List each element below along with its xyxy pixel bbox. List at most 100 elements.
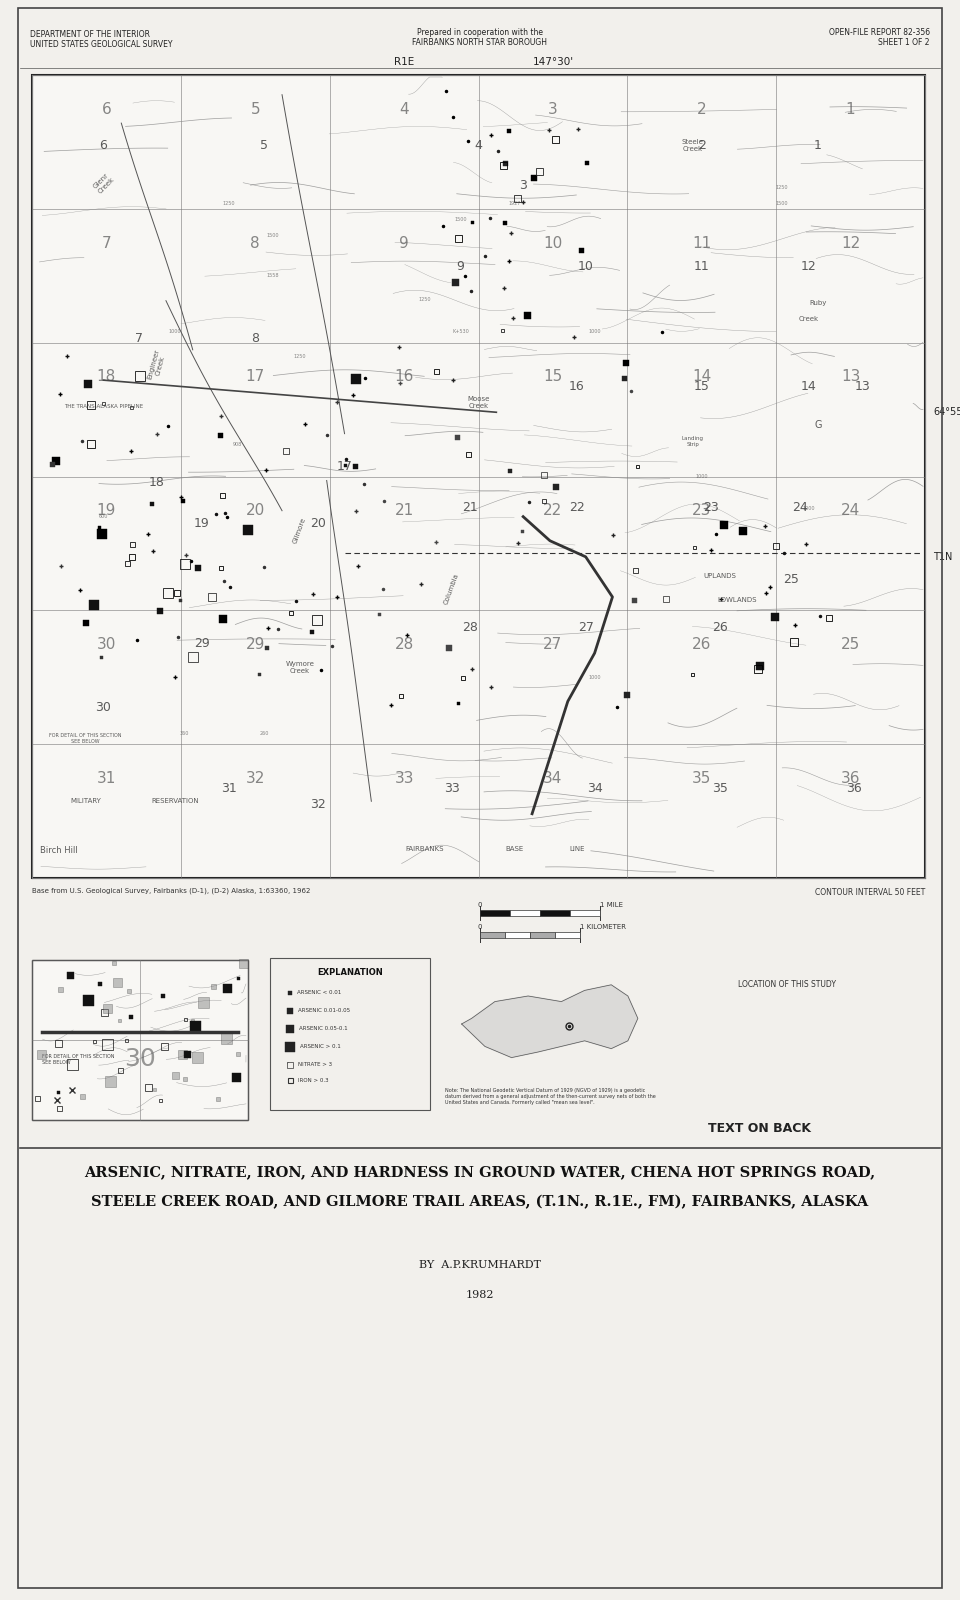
Bar: [633, 597, 637, 603]
Bar: [145, 1085, 152, 1091]
Bar: [32, 960, 248, 1120]
Text: G: G: [814, 421, 822, 430]
Bar: [153, 1088, 156, 1091]
Text: Moose
Creek: Moose Creek: [468, 397, 490, 410]
Text: 5: 5: [260, 139, 268, 152]
Bar: [118, 1069, 123, 1074]
Bar: [505, 931, 530, 938]
Bar: [540, 472, 546, 478]
Text: 1000: 1000: [588, 330, 601, 334]
Bar: [113, 978, 122, 987]
Text: 16: 16: [569, 381, 585, 394]
Bar: [130, 406, 132, 410]
Bar: [285, 1042, 295, 1053]
Text: 2: 2: [698, 139, 706, 152]
Text: RESERVATION: RESERVATION: [151, 798, 199, 803]
Bar: [691, 672, 694, 675]
Bar: [480, 931, 505, 938]
Bar: [287, 1062, 293, 1069]
Bar: [184, 1051, 191, 1058]
Bar: [52, 458, 60, 466]
Bar: [87, 402, 95, 410]
Bar: [455, 435, 460, 440]
Bar: [32, 75, 925, 878]
Bar: [36, 1050, 46, 1059]
Text: 260: 260: [259, 731, 269, 736]
Text: 23: 23: [692, 504, 711, 518]
Text: 32: 32: [246, 771, 265, 786]
Text: THE TRANS-ALASKA PIPELINE: THE TRANS-ALASKA PIPELINE: [64, 405, 143, 410]
Text: 24: 24: [792, 501, 808, 514]
Bar: [219, 614, 228, 622]
Text: 19: 19: [194, 517, 209, 530]
Bar: [827, 614, 832, 621]
Text: 0: 0: [478, 902, 482, 909]
Bar: [790, 638, 798, 646]
Bar: [507, 128, 512, 133]
Text: 1250: 1250: [776, 186, 788, 190]
Bar: [208, 594, 216, 602]
Text: K+530: K+530: [452, 330, 469, 334]
Bar: [150, 502, 155, 506]
Text: 12: 12: [841, 235, 860, 251]
Bar: [258, 674, 261, 677]
Text: 1: 1: [814, 139, 822, 152]
Bar: [501, 330, 504, 331]
Text: 1500: 1500: [454, 218, 467, 222]
Text: Engineer
Creek: Engineer Creek: [147, 349, 167, 381]
Bar: [378, 613, 381, 616]
Text: Wymore
Creek: Wymore Creek: [285, 661, 314, 674]
Bar: [236, 978, 240, 981]
Bar: [220, 493, 225, 498]
Text: BASE: BASE: [505, 846, 523, 851]
Text: 20: 20: [310, 517, 325, 530]
Bar: [398, 694, 403, 698]
Text: 1250: 1250: [419, 298, 431, 302]
Text: 17: 17: [337, 461, 352, 474]
Bar: [56, 1040, 62, 1046]
Bar: [83, 621, 89, 627]
Bar: [720, 520, 728, 528]
Bar: [467, 453, 471, 458]
Text: 1250: 1250: [222, 202, 234, 206]
Text: 64°55': 64°55': [933, 408, 960, 418]
Text: 31: 31: [221, 782, 236, 795]
Text: 1558: 1558: [267, 274, 279, 278]
Text: 26: 26: [692, 637, 711, 653]
Bar: [93, 1040, 96, 1043]
Text: ARSENIC > 0.1: ARSENIC > 0.1: [300, 1045, 341, 1050]
Text: 7: 7: [102, 235, 111, 251]
Bar: [125, 1038, 128, 1042]
Bar: [480, 910, 510, 915]
Text: CONTOUR INTERVAL 50 FEET: CONTOUR INTERVAL 50 FEET: [815, 888, 925, 898]
Text: 8: 8: [251, 235, 260, 251]
Text: 25: 25: [783, 573, 799, 586]
Text: 13: 13: [841, 370, 860, 384]
Bar: [172, 1072, 180, 1078]
Polygon shape: [462, 984, 637, 1058]
Text: Gilmore: Gilmore: [293, 517, 307, 544]
Text: ARSENIC, NITRATE, IRON, AND HARDNESS IN GROUND WATER, CHENA HOT SPRINGS ROAD,: ARSENIC, NITRATE, IRON, AND HARDNESS IN …: [84, 1165, 876, 1179]
Text: 3: 3: [548, 102, 558, 117]
Text: 28: 28: [462, 621, 477, 634]
Bar: [663, 595, 669, 602]
Text: 1250: 1250: [294, 354, 306, 358]
Bar: [345, 464, 348, 467]
Text: 7: 7: [135, 331, 143, 346]
Bar: [771, 613, 779, 621]
Bar: [452, 280, 459, 286]
Text: 27: 27: [578, 621, 593, 634]
Text: 36: 36: [841, 771, 860, 786]
Text: 360: 360: [180, 731, 188, 736]
Bar: [623, 360, 629, 366]
Bar: [570, 910, 600, 915]
Bar: [159, 1099, 162, 1102]
Text: 35: 35: [711, 782, 728, 795]
Text: 19: 19: [97, 504, 116, 518]
Bar: [500, 162, 507, 168]
Bar: [446, 645, 452, 651]
Bar: [125, 560, 130, 566]
Bar: [312, 614, 323, 626]
Text: Note: The National Geodetic Vertical Datum of 1929 (NGVD of 1929) is a geodetic
: Note: The National Geodetic Vertical Dat…: [445, 1088, 656, 1104]
Text: 30: 30: [124, 1048, 156, 1072]
